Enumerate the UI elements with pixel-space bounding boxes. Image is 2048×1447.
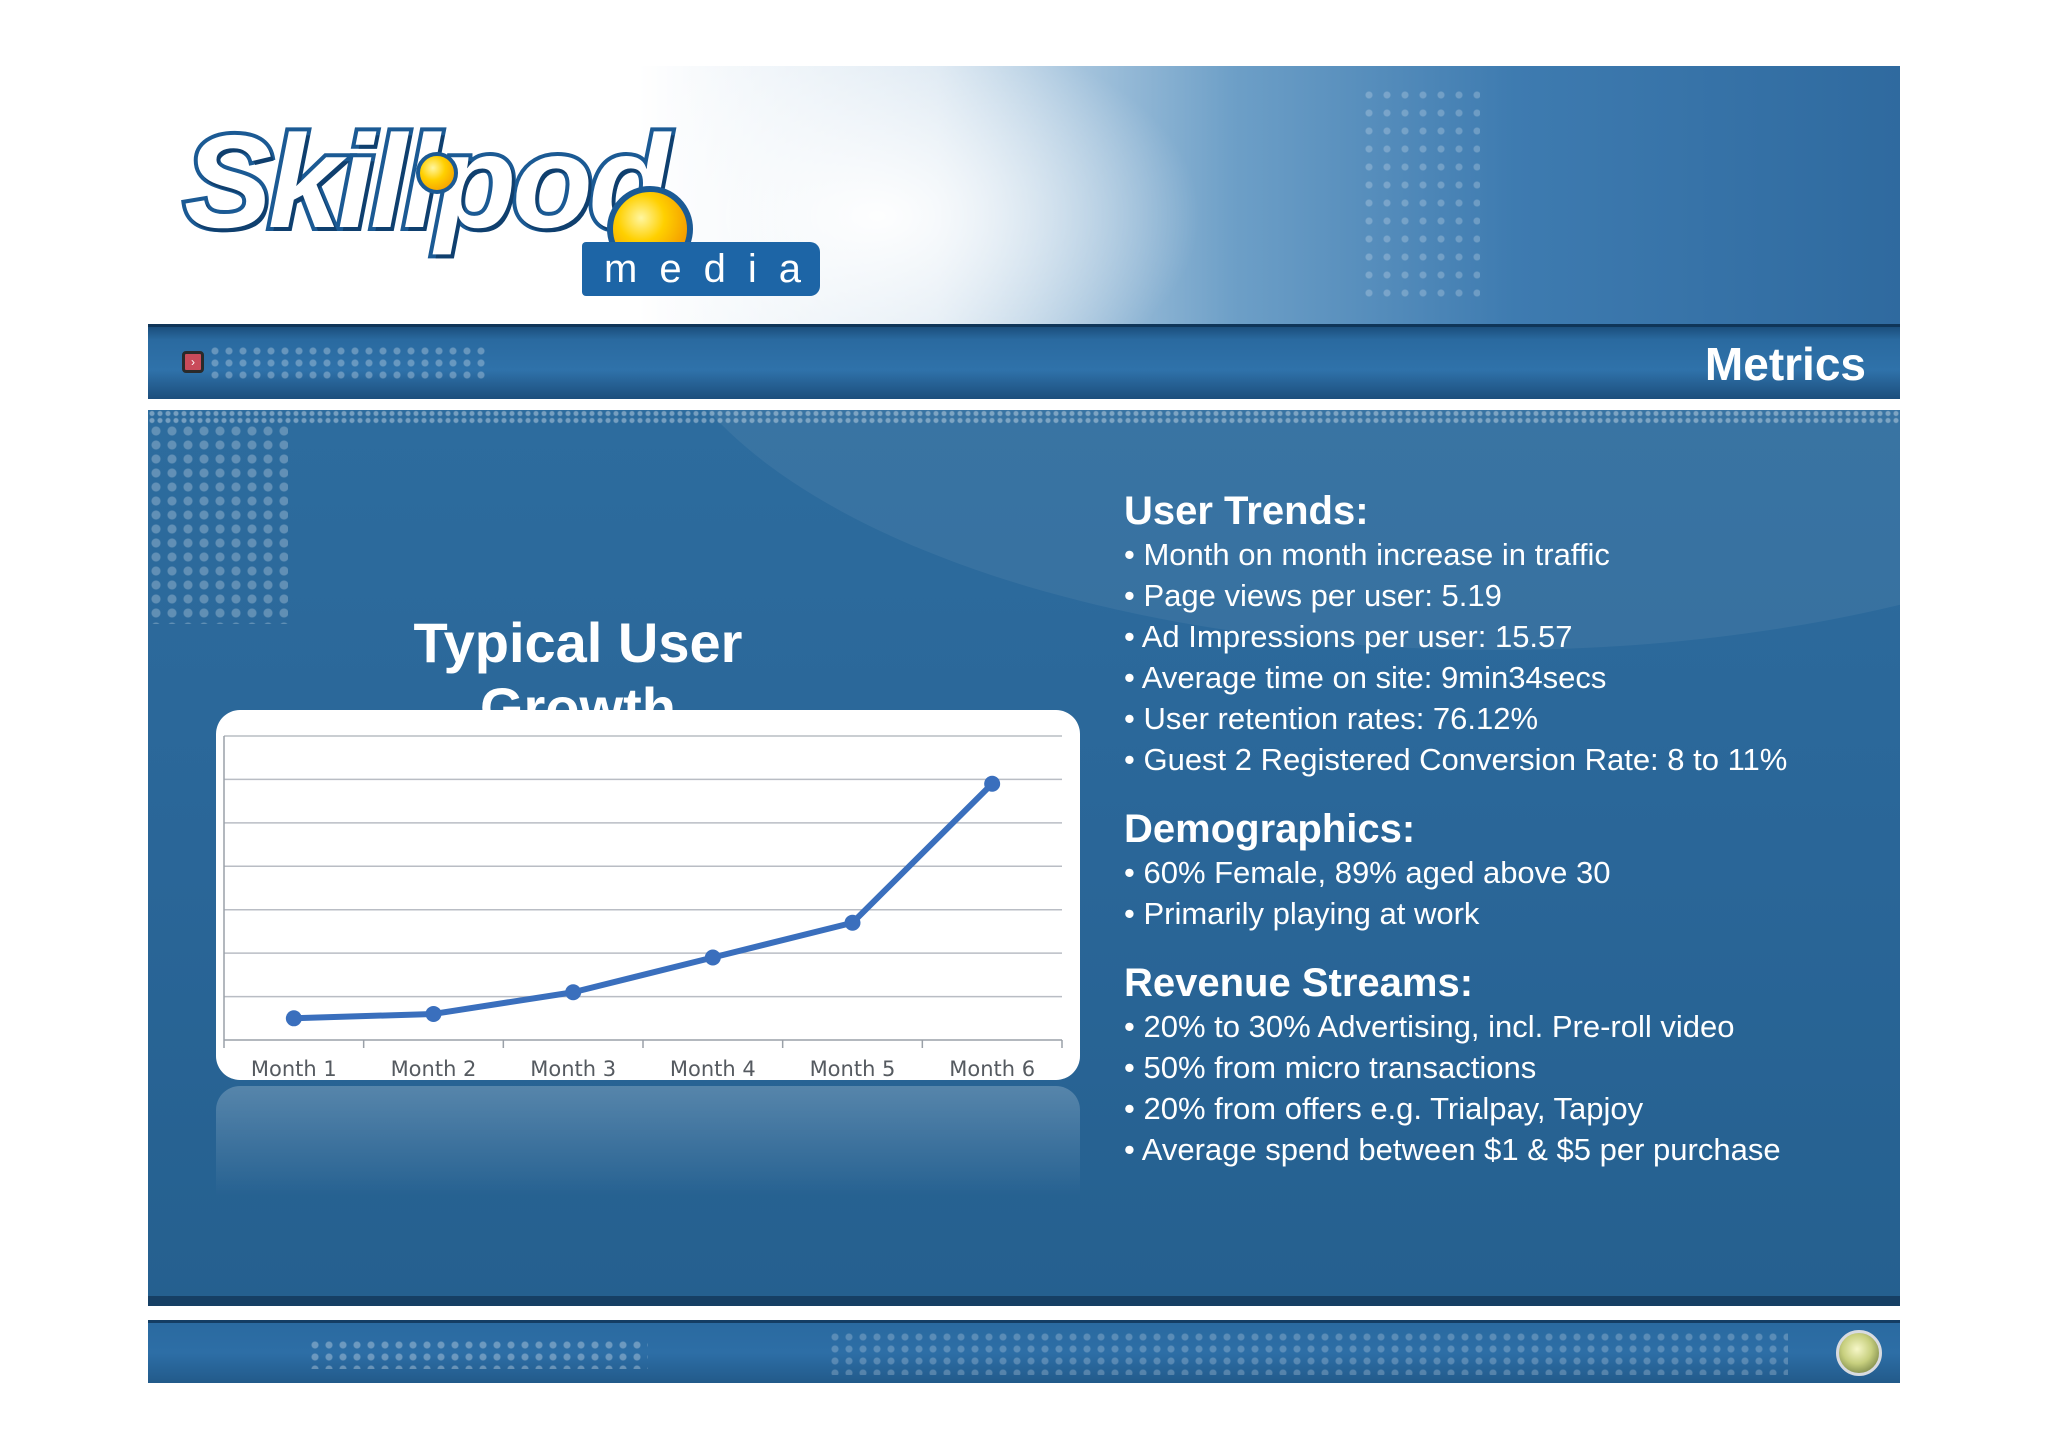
data-point [844,914,861,931]
chart-reflection [216,1086,1080,1196]
series-line [293,781,995,1022]
skillpod-logo: Skillpod media [180,104,820,296]
section-heading: Revenue Streams: [1124,961,1474,1005]
data-point [285,1010,302,1027]
data-point [565,984,582,1001]
nav-button-icon[interactable] [1836,1330,1882,1376]
x-tick-label: Month 2 [391,1057,477,1080]
content-bottom-edge [148,1296,1900,1306]
header-dot-pattern [1360,86,1480,306]
x-tick-label: Month 5 [810,1057,896,1080]
bullet-item: • Average spend between $1 & $5 per purc… [1124,1132,1781,1167]
metrics-text-column: User Trends: • Month on month increase in… [1124,488,1884,1170]
data-point [425,1005,442,1022]
bullet-item: • 20% from offers e.g. Trialpay, Tapjoy [1124,1091,1644,1126]
bullet-item: • User retention rates: 76.12% [1124,701,1539,736]
top-dot-row [148,410,1900,424]
section-gap [1124,780,1884,806]
slide-marker-icon: › [182,351,204,373]
bullet-item: • Month on month increase in traffic [1124,537,1610,572]
bullet-item: • 20% to 30% Advertising, incl. Pre-roll… [1124,1009,1735,1044]
x-tick-label: Month 3 [530,1057,616,1080]
user-growth-chart: Month 1 Month 2 Month 3 Month 4 Month 5 Month… [223,735,1063,1080]
bullet-item: • Page views per user: 5.19 [1124,578,1502,613]
section-heading: Demographics: [1124,807,1416,851]
bullet-item: • Ad Impressions per user: 15.57 [1124,619,1573,654]
footer-dot-pattern-right [828,1331,1788,1375]
x-tick-label: Month 6 [949,1057,1035,1080]
section-gap [1124,934,1884,960]
left-dot-pattern [148,424,288,624]
bullet-item: • 50% from micro transactions [1124,1050,1537,1085]
chart-panel: Month 1 Month 2 Month 3 Month 4 Month 5 Month… [216,710,1080,1080]
title-bar: › Metrics [148,324,1900,399]
data-point [984,775,1001,792]
logo-i-dot-icon [416,152,458,194]
bullet-item: • Guest 2 Registered Conversion Rate: 8 … [1124,742,1788,777]
data-point [704,949,721,966]
slide: Skillpod media › Metrics Typical User Gr… [148,66,1900,1383]
section-heading: User Trends: [1124,489,1369,533]
footer-bar [148,1320,1900,1383]
bullet-item: • 60% Female, 89% aged above 30 [1124,855,1611,890]
footer-dot-pattern-left [308,1339,648,1369]
logo-subtitle: media [582,242,820,296]
x-tick-label: Month 1 [251,1057,337,1080]
bullet-item: • Average time on site: 9min34secs [1124,660,1607,695]
titlebar-dot-pattern [208,345,488,383]
content-area: Typical User Growth Month 1 Month 2 Month … [148,410,1900,1306]
slide-header: Skillpod media [148,66,1900,326]
x-tick-label: Month 4 [670,1057,756,1080]
bullet-item: • Primarily playing at work [1124,896,1480,931]
page-title: Metrics [1704,338,1866,390]
